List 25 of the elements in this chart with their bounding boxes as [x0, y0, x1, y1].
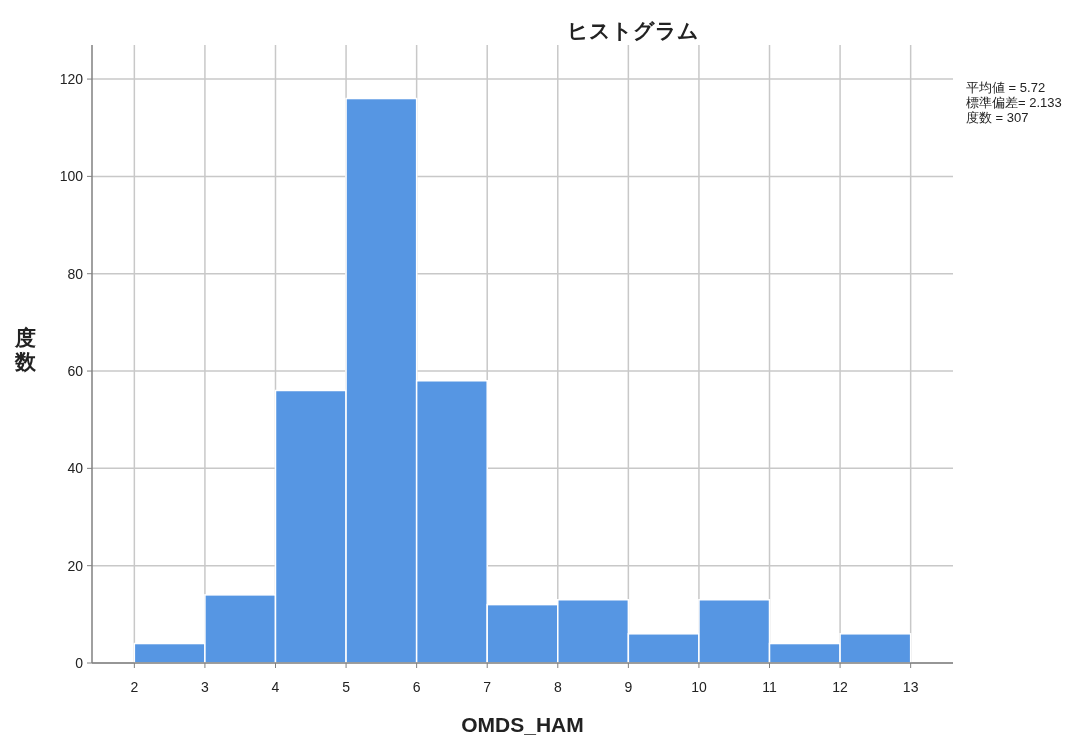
chart-title: ヒストグラム	[566, 19, 699, 42]
x-tick-label: 10	[691, 679, 707, 695]
y-tick-label: 40	[67, 460, 84, 477]
x-tick-label: 3	[201, 679, 210, 695]
y-tick-label: 120	[59, 71, 84, 88]
x-tick-label: 7	[483, 679, 492, 695]
text: 平均値 = 5.72	[966, 80, 1046, 95]
x-tick-label: 4	[271, 679, 280, 695]
text: 度数 = 307	[966, 110, 1029, 125]
text: 標準偏差= 2.133	[966, 95, 1062, 110]
y-tick-label: 60	[67, 363, 84, 380]
y-tick-label: 0	[75, 655, 84, 671]
x-tick-label: 9	[624, 679, 633, 695]
x-axis-title: OMDS_HAM	[461, 713, 584, 736]
y-tick-label: 20	[67, 557, 84, 574]
y-axis-title: 度数	[13, 326, 37, 373]
x-tick-label: 13	[902, 679, 919, 695]
x-tick-label: 6	[412, 679, 421, 695]
x-tick-label: 5	[342, 679, 351, 695]
y-tick-label: 100	[59, 168, 84, 185]
x-tick-label: 2	[130, 679, 139, 695]
x-tick-label: 12	[832, 679, 849, 695]
y-tick-label: 80	[67, 265, 84, 282]
x-tick-label: 8	[553, 679, 562, 695]
x-tick-label: 11	[762, 679, 777, 695]
